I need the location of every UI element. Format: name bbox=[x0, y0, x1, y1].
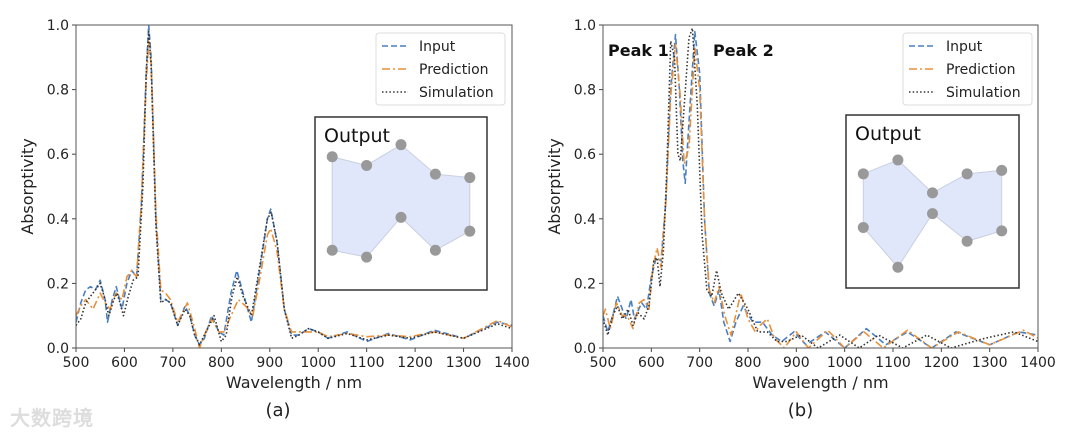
y-tick-label: 0.4 bbox=[574, 212, 596, 228]
x-tick-label: 1000 bbox=[827, 355, 863, 371]
legend-label-simulation: Simulation bbox=[419, 85, 494, 101]
x-tick-label: 1200 bbox=[924, 355, 960, 371]
x-tick-label: 900 bbox=[256, 355, 283, 371]
vertex-dot bbox=[395, 139, 407, 151]
vertex-dot bbox=[361, 159, 373, 171]
x-tick-label: 1100 bbox=[349, 355, 385, 371]
x-tick-label: 700 bbox=[160, 355, 187, 371]
y-tick-label: 0.8 bbox=[574, 83, 596, 99]
y-tick-label: 0.0 bbox=[47, 341, 69, 357]
x-tick-label: 600 bbox=[638, 355, 665, 371]
annotation-peak-1: Peak 1 bbox=[608, 41, 669, 60]
panel-label: (b) bbox=[788, 400, 813, 421]
vertex-dot bbox=[892, 261, 904, 273]
y-tick-label: 0.0 bbox=[574, 341, 596, 357]
y-axis-label: Absorptivity bbox=[545, 138, 564, 234]
vertex-dot bbox=[927, 187, 938, 199]
vertex-dot bbox=[961, 168, 973, 180]
vertex-dot bbox=[395, 211, 407, 223]
legend-label-input: Input bbox=[419, 39, 456, 55]
series-line-prediction bbox=[76, 40, 512, 348]
vertex-dot bbox=[961, 235, 973, 247]
x-tick-label: 500 bbox=[590, 355, 617, 371]
y-tick-label: 0.6 bbox=[47, 147, 69, 163]
chart-panel-a: 500 600 700 800 900 1000 1100 1200 1300 1400 0.0 0.… bbox=[18, 18, 530, 421]
y-tick-label: 0.6 bbox=[574, 147, 596, 163]
legend-label-input: Input bbox=[946, 39, 983, 55]
watermark: 大数跨境 bbox=[10, 406, 94, 430]
legend-box bbox=[375, 32, 506, 106]
x-tick-label: 1300 bbox=[446, 355, 482, 371]
x-tick-label: 800 bbox=[735, 355, 762, 371]
vertex-dot bbox=[326, 244, 338, 256]
x-axis-label: Wavelength / nm bbox=[226, 373, 362, 392]
x-tick-label: 500 bbox=[63, 355, 90, 371]
x-tick-label: 600 bbox=[111, 355, 138, 371]
vertex-dot bbox=[996, 164, 1008, 176]
y-tick-label: 0.8 bbox=[47, 83, 69, 99]
legend-label-simulation: Simulation bbox=[946, 85, 1021, 101]
chart-panel-b: 500 600 700 800 900 1000 1100 1200 1300 1400 0.0 0.… bbox=[545, 18, 1056, 421]
y-tick-label: 0.4 bbox=[47, 212, 69, 228]
legend-box bbox=[902, 32, 1033, 106]
plot-frame bbox=[75, 24, 513, 349]
series-line-simulation bbox=[603, 27, 1038, 348]
vertex-dot bbox=[927, 208, 938, 220]
y-tick-label: 1.0 bbox=[574, 18, 596, 34]
vertex-dot bbox=[892, 154, 904, 166]
x-tick-label: 1400 bbox=[494, 355, 530, 371]
vertex-dot bbox=[429, 244, 441, 256]
y-tick-label: 0.2 bbox=[574, 276, 596, 292]
series-line-prediction bbox=[603, 43, 1038, 348]
legend-label-prediction: Prediction bbox=[419, 62, 489, 78]
plot-frame bbox=[602, 24, 1039, 349]
annotation-peak-2: Peak 2 bbox=[713, 41, 774, 60]
y-axis-label: Absorptivity bbox=[18, 138, 37, 234]
legend-label-prediction: Prediction bbox=[946, 62, 1016, 78]
series-line-simulation bbox=[76, 30, 512, 346]
vertex-dot bbox=[326, 151, 338, 163]
x-tick-label: 1000 bbox=[300, 355, 336, 371]
vertex-dot bbox=[996, 225, 1008, 237]
x-axis-label: Wavelength / nm bbox=[752, 373, 888, 392]
x-tick-label: 1400 bbox=[1020, 355, 1056, 371]
panel-label: (a) bbox=[265, 400, 290, 421]
y-tick-label: 1.0 bbox=[47, 18, 69, 34]
inset-title: Output bbox=[324, 125, 390, 147]
vertex-dot bbox=[857, 168, 869, 180]
x-tick-label: 900 bbox=[783, 355, 810, 371]
vertex-dot bbox=[361, 251, 373, 263]
inset-title: Output bbox=[855, 123, 921, 145]
vertex-dot bbox=[429, 168, 441, 180]
vertex-dot bbox=[857, 221, 869, 233]
vertex-dot bbox=[464, 172, 476, 184]
x-tick-label: 800 bbox=[208, 355, 235, 371]
x-tick-label: 1300 bbox=[972, 355, 1008, 371]
y-tick-label: 0.2 bbox=[47, 276, 69, 292]
vertex-dot bbox=[464, 225, 476, 237]
x-tick-label: 700 bbox=[686, 355, 713, 371]
x-tick-label: 1100 bbox=[875, 355, 911, 371]
x-tick-label: 1200 bbox=[397, 355, 433, 371]
